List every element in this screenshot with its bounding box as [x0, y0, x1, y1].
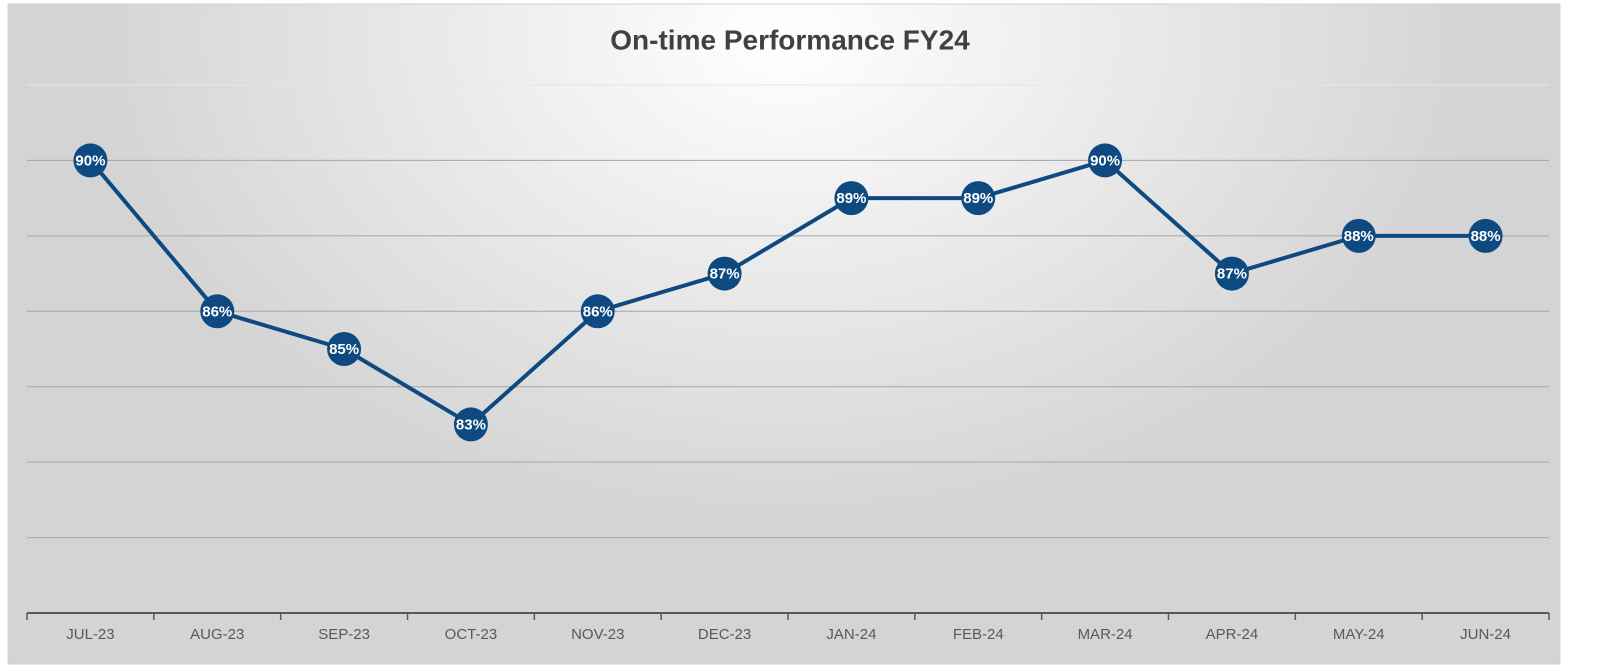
data-label: 88%: [1471, 228, 1501, 245]
data-point: [1214, 256, 1249, 291]
data-label: 87%: [1217, 266, 1247, 283]
data-point: [1341, 218, 1376, 253]
data-point: [200, 294, 235, 329]
data-label: 86%: [202, 303, 232, 320]
x-tick-label: NOV-23: [571, 626, 624, 643]
data-label: 83%: [456, 416, 486, 433]
data-point: [961, 181, 996, 216]
data-point: [834, 181, 869, 216]
data-label: 90%: [75, 152, 105, 169]
x-tick-label: JAN-24: [826, 626, 876, 643]
x-tick-label: APR-24: [1206, 626, 1259, 643]
x-tick-label: FEB-24: [953, 626, 1004, 643]
chart-title: On-time Performance FY24: [610, 24, 970, 55]
x-tick-label: DEC-23: [698, 626, 751, 643]
data-point: [1468, 218, 1503, 253]
data-label: 88%: [1344, 228, 1374, 245]
x-tick-label: JUN-24: [1460, 626, 1511, 643]
data-point: [73, 143, 108, 178]
data-label: 87%: [710, 266, 740, 283]
data-label: 89%: [836, 190, 866, 207]
data-point: [707, 256, 742, 291]
data-point: [453, 407, 488, 442]
data-point: [580, 294, 615, 329]
x-tick-label: SEP-23: [318, 626, 370, 643]
data-point: [1088, 143, 1123, 178]
x-tick-label: MAR-24: [1078, 626, 1133, 643]
data-label: 89%: [963, 190, 993, 207]
x-tick-label: MAY-24: [1333, 626, 1385, 643]
x-tick-label: OCT-23: [445, 626, 498, 643]
data-label: 86%: [583, 303, 613, 320]
chart-background: [7, 3, 1561, 665]
data-point: [327, 332, 362, 366]
data-label: 85%: [329, 341, 359, 358]
x-tick-label: AUG-23: [190, 626, 244, 643]
series-line: [88, 158, 1486, 427]
data-label: 90%: [1090, 152, 1120, 169]
x-tick-label: JUL-23: [66, 626, 114, 643]
